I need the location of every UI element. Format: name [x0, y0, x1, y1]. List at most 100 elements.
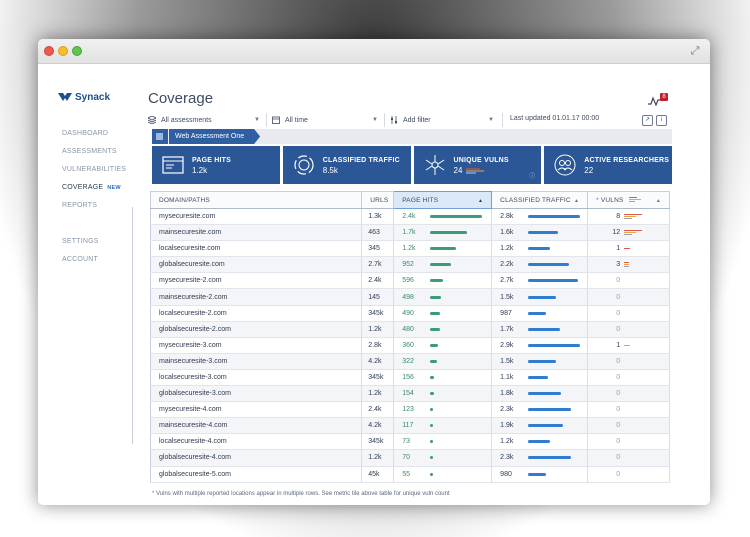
- vulns-cell: 1: [587, 337, 670, 354]
- domain-text: localsecuresite-2.com: [159, 309, 227, 317]
- urls-text: 1.3k: [368, 213, 382, 221]
- vulns-cell: 0: [587, 433, 670, 451]
- classified-traffic-cell: 1.1k: [491, 369, 589, 387]
- table-row[interactable]: mysecuresite-2.com 2.4k 596 2.7k 0: [150, 272, 670, 290]
- urls-cell: 2.4k: [361, 272, 395, 290]
- metric-active-researchers[interactable]: ACTIVE RESEARCHERS 22: [544, 146, 672, 184]
- traffic-bar: [528, 424, 564, 428]
- classified-traffic-cell: 1.2k: [491, 433, 589, 451]
- zoom-window-button[interactable]: [72, 46, 82, 56]
- traffic-bar: [528, 327, 561, 331]
- table-row[interactable]: mainsecuresite-2.com 145 498 1.5k 0: [150, 288, 670, 306]
- vulns-cell: 8: [587, 208, 670, 226]
- classified-traffic-cell: 2.3k: [491, 401, 589, 419]
- traffic-bar: [528, 231, 559, 235]
- urls-cell: 345k: [361, 369, 395, 387]
- table-row[interactable]: globalsecuresite-2.com 1.2k 480 1.7k 0: [150, 321, 670, 338]
- alerts-button[interactable]: 8: [648, 93, 668, 107]
- urls-text: 1.2k: [368, 454, 382, 462]
- urls-text: 345k: [368, 438, 384, 446]
- table-body: mysecuresite.com 1.3k 2.4k 2.8k 8 mainsecures…: [150, 208, 670, 483]
- sidebar-item-settings[interactable]: SETTINGS: [62, 237, 126, 255]
- assessment-selector[interactable]: [152, 129, 168, 144]
- export-button[interactable]: ↗: [642, 115, 653, 126]
- vulns-cell: 3: [587, 256, 670, 274]
- vulns-text: 0: [616, 406, 621, 414]
- table-row[interactable]: mysecuresite-4.com 2.4k 123 2.3k 0: [150, 401, 670, 419]
- hits-text: 55: [402, 470, 411, 478]
- table-row[interactable]: mainsecuresite.com 463 1.7k 1.6k 12: [150, 224, 670, 242]
- table-row[interactable]: globalsecuresite-3.com 1.2k 154 1.8k 0: [150, 385, 670, 403]
- page-hits-bar: [430, 424, 434, 428]
- vulns-cell: 0: [587, 385, 670, 403]
- domain-cell: localsecuresite-3.com: [150, 369, 363, 387]
- table-row[interactable]: globalsecuresite.com 2.7k 952 2.2k 3: [150, 256, 670, 274]
- urls-cell: 2.8k: [361, 337, 395, 354]
- traffic-bar: [528, 408, 572, 412]
- column-header-classified-traffic[interactable]: CLASSIFIED TRAFFIC ▲: [491, 191, 589, 209]
- sidebar-item-coverage[interactable]: COVERAGE NEW: [62, 183, 126, 201]
- traffic-bar: [528, 375, 549, 379]
- sidebar-item-dashboard[interactable]: DASHBOARD: [62, 129, 126, 147]
- classified-traffic-cell: 1.5k: [491, 288, 589, 306]
- expand-icon[interactable]: ⤢: [690, 45, 700, 57]
- metric-value: 8.5k: [322, 166, 338, 175]
- breadcrumb-assessment[interactable]: Web Assessment One: [169, 129, 260, 144]
- info-button[interactable]: i: [656, 115, 667, 126]
- table-row[interactable]: mysecuresite.com 1.3k 2.4k 2.8k 8: [150, 208, 670, 226]
- table-row[interactable]: globalsecuresite-5.com 45k 55 980 0: [150, 466, 670, 483]
- info-icon[interactable]: ⓘ: [529, 174, 536, 180]
- vulns-cell: 0: [587, 401, 670, 419]
- breadcrumb: Web Assessment One: [152, 129, 672, 144]
- table-row[interactable]: localsecuresite-2.com 345k 490 987 0: [150, 305, 670, 322]
- table-row[interactable]: mysecuresite-3.com 2.8k 360 2.9k 1: [150, 337, 670, 354]
- domain-cell: mysecuresite-3.com: [150, 337, 363, 354]
- metric-classified-traffic[interactable]: CLASSIFIED TRAFFIC 8.5k: [282, 146, 411, 184]
- domain-cell: localsecuresite-2.com: [150, 305, 363, 322]
- traffic-text: 2.7k: [500, 277, 514, 285]
- metric-unique-vulns[interactable]: UNIQUE VULNS 24 ⓘ: [413, 146, 542, 184]
- column-header-domain[interactable]: DOMAIN/PATHS: [150, 191, 363, 209]
- page-hits-bar: [430, 247, 457, 251]
- asterisk-icon: *: [152, 491, 155, 497]
- sidebar-item-reports[interactable]: REPORTS: [62, 201, 126, 219]
- hits-text: 2.4k: [402, 213, 416, 221]
- traffic-bar: [528, 295, 557, 299]
- traffic-bar: [528, 247, 551, 251]
- time-filter[interactable]: All time ▼: [272, 113, 378, 127]
- close-window-button[interactable]: [44, 46, 54, 56]
- add-filter-dropdown[interactable]: Add filter ▼: [390, 113, 496, 127]
- hits-text: 156: [402, 373, 414, 381]
- hits-text: 154: [402, 390, 414, 398]
- main-content: Coverage 8 All assessments ▼ All time ▼: [148, 65, 708, 505]
- calendar-icon: [272, 116, 280, 124]
- vulns-text: 0: [616, 470, 621, 478]
- new-badge: NEW: [107, 185, 121, 191]
- vulns-cell: 0: [587, 288, 670, 306]
- column-header-page-hits[interactable]: PAGE HITS ▲: [393, 191, 493, 209]
- metric-page-hits[interactable]: PAGE HITS 1.2k: [152, 146, 280, 184]
- logo[interactable]: Synack: [58, 91, 110, 103]
- sidebar-item-label: DASHBOARD: [62, 130, 109, 137]
- page-hits-cell: 154: [393, 385, 493, 403]
- table-row[interactable]: localsecuresite.com 345 1.2k 1.2k 1: [150, 240, 670, 258]
- assessments-filter[interactable]: All assessments ▼: [148, 113, 260, 127]
- minimize-window-button[interactable]: [58, 46, 68, 56]
- page-hits-cell: 480: [393, 321, 493, 338]
- table-row[interactable]: globalsecuresite-4.com 1.2k 70 2.3k 0: [150, 449, 670, 467]
- severity-lines-icon: [624, 248, 631, 250]
- classified-traffic-cell: 2.2k: [491, 256, 589, 274]
- table-row[interactable]: mainsecuresite-4.com 4.2k 117 1.9k 0: [150, 417, 670, 435]
- sidebar-item-account[interactable]: ACCOUNT: [62, 255, 126, 273]
- page-hits-bar: [430, 359, 438, 363]
- sidebar-item-assessments[interactable]: ASSESSMENTS: [62, 147, 126, 165]
- page-title: Coverage: [148, 90, 214, 107]
- classified-traffic-cell: 2.7k: [491, 272, 589, 290]
- column-header-urls[interactable]: URLS: [361, 191, 395, 209]
- sidebar-item-vulnerabilities[interactable]: VULNERABILITIES: [62, 165, 126, 183]
- table-row[interactable]: mainsecuresite-3.com 4.2k 322 1.5k 0: [150, 353, 670, 370]
- column-header-vulns[interactable]: * VULNS ▲: [587, 191, 670, 209]
- table-row[interactable]: localsecuresite-4.com 345k 73 1.2k 0: [150, 433, 670, 451]
- table-row[interactable]: localsecuresite-3.com 345k 156 1.1k 0: [150, 369, 670, 387]
- classified-traffic-cell: 1.5k: [491, 353, 589, 370]
